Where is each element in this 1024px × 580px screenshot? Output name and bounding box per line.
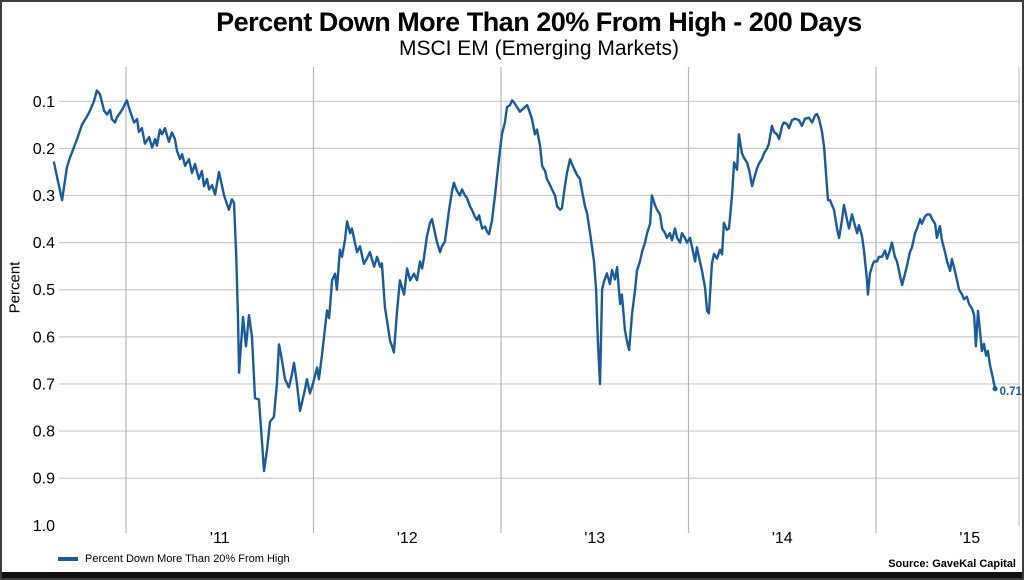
y-tick-label: 0.7 (33, 376, 55, 393)
legend-line-swatch (58, 557, 78, 561)
series-end-marker (992, 386, 998, 392)
y-tick-label: 0.8 (33, 424, 55, 441)
x-axis-tick-labels: '11 '12 '13 '14 '15 (210, 530, 980, 547)
x-tick-label: '15 (959, 530, 980, 547)
y-tick-label: 1.0 (33, 518, 55, 535)
legend-label: Percent Down More Than 20% From High (85, 553, 290, 565)
y-tick-label: 0.6 (33, 329, 55, 346)
y-tick-label: 0.1 (33, 94, 55, 111)
y-tick-label: 0.4 (33, 235, 55, 252)
x-tick-label: '13 (584, 530, 605, 547)
chart-subtitle: MSCI EM (Emerging Markets) (398, 37, 680, 60)
y-tick-label: 0.2 (33, 141, 55, 158)
end-value-label: 0.71 (1000, 386, 1023, 398)
y-tick-label: 0.5 (33, 282, 55, 299)
series-line (52, 89, 997, 473)
y-tick-label: 0.3 (33, 188, 55, 205)
y-axis-tick-labels: 0.1 0.2 0.3 0.4 0.5 0.6 0.7 0.8 0.9 1.0 (33, 94, 55, 535)
x-tick-label: '14 (772, 530, 793, 547)
y-tick-label: 0.9 (33, 471, 55, 488)
x-tick-label: '11 (210, 530, 230, 547)
legend: Percent Down More Than 20% From High (58, 553, 290, 565)
x-tick-label: '12 (397, 530, 418, 547)
chart-title: Percent Down More Than 20% From High - 2… (216, 7, 862, 37)
horizontal-gridlines (59, 100, 1019, 479)
source-credit: Source: GaveKal Capital (888, 558, 1016, 570)
vertical-gridlines (125, 67, 877, 533)
bottom-bar (2, 572, 1022, 578)
